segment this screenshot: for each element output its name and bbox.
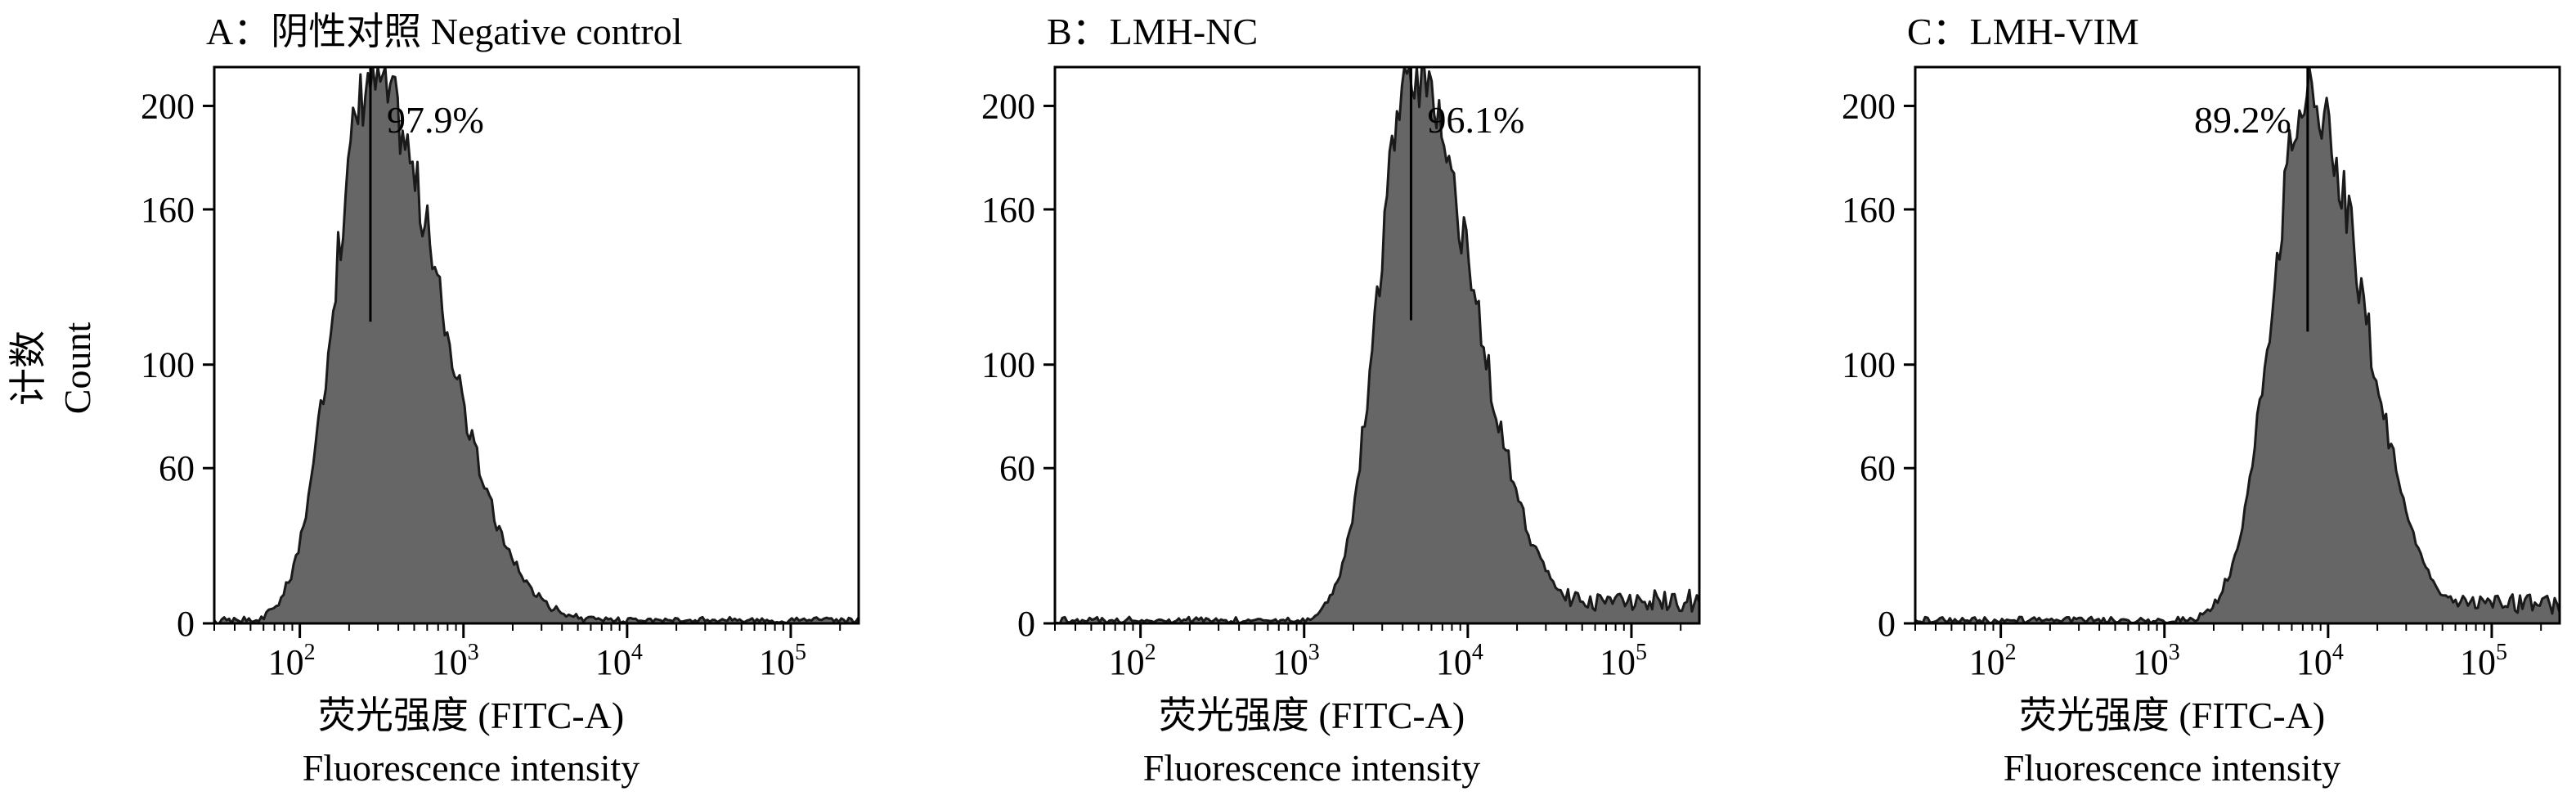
y-tick-label: 200 [141,86,195,126]
panel-b: B：LMH-NC 96.1% 0 60 100 160 200 102 103 104 105 荧光强… [981,11,1701,789]
panel-title: A：阴性对照 Negative control [206,11,683,52]
x-axis-label-zh: 荧光强度 (FITC-A) [1159,695,1465,736]
y-tick-label: 100 [141,345,195,385]
plot-frame [213,65,860,625]
panel-c: C：LMH-VIM 89.2% 0 60 100 160 200 102 103 104 105 荧光… [1842,11,2561,789]
x-axis-label-en: Fluorescence intensity [2004,747,2341,789]
y-tick-label: 200 [1842,86,1896,126]
x-tick-label: 103 [1272,640,1320,682]
panel-title: B：LMH-NC [1047,11,1258,52]
x-axis-label-zh: 荧光强度 (FITC-A) [2019,695,2325,736]
panel-title: C：LMH-VIM [1907,11,2139,52]
y-tick-label: 160 [141,190,195,230]
y-tick-label: 100 [1842,345,1896,385]
y-axis-title-zh: 计数 [7,331,49,406]
gate-percentage-label: 89.2% [2194,99,2291,141]
x-tick-label: 103 [2133,640,2180,682]
x-tick-label: 102 [1109,640,1156,682]
x-tick-label: 102 [268,640,316,682]
x-axis-label-en: Fluorescence intensity [1143,747,1481,789]
histogram-area [213,65,860,625]
gate-percentage-label: 96.1% [1427,99,1524,141]
y-tick-label: 60 [999,448,1035,488]
y-tick-label: 60 [159,448,195,488]
histogram-area [1053,65,1701,625]
x-tick-label: 103 [432,640,479,682]
y-tick-label: 100 [981,345,1035,385]
y-tick-label: 160 [981,190,1035,230]
histogram-panels: A：阴性对照 Negative control 97.9% 0 60 100 160 200… [141,11,2561,789]
y-tick-label: 60 [1860,448,1896,488]
x-tick-label: 104 [595,640,643,682]
y-axis-title: 计数 Count [7,322,98,415]
y-tick-label: 0 [1017,604,1035,644]
y-tick-label: 0 [1878,604,1896,644]
x-tick-label: 105 [759,640,806,682]
gate-percentage-label: 97.9% [387,99,484,141]
y-tick-label: 200 [981,86,1035,126]
x-tick-label: 105 [1600,640,1647,682]
x-tick-label: 105 [2460,640,2507,682]
y-tick-label: 0 [177,604,195,644]
plot-frame [1053,65,1701,625]
plot-frame [1914,65,2561,625]
x-axis-label-zh: 荧光强度 (FITC-A) [318,695,624,736]
x-axis-label-en: Fluorescence intensity [303,747,640,789]
panel-a: A：阴性对照 Negative control 97.9% 0 60 100 160 200… [141,11,860,789]
y-tick-label: 160 [1842,190,1896,230]
x-tick-label: 102 [1969,640,2017,682]
x-tick-label: 104 [2296,640,2344,682]
y-axis-title-en: Count [56,322,98,415]
histogram-area [1914,66,2561,625]
x-tick-label: 104 [1436,640,1483,682]
